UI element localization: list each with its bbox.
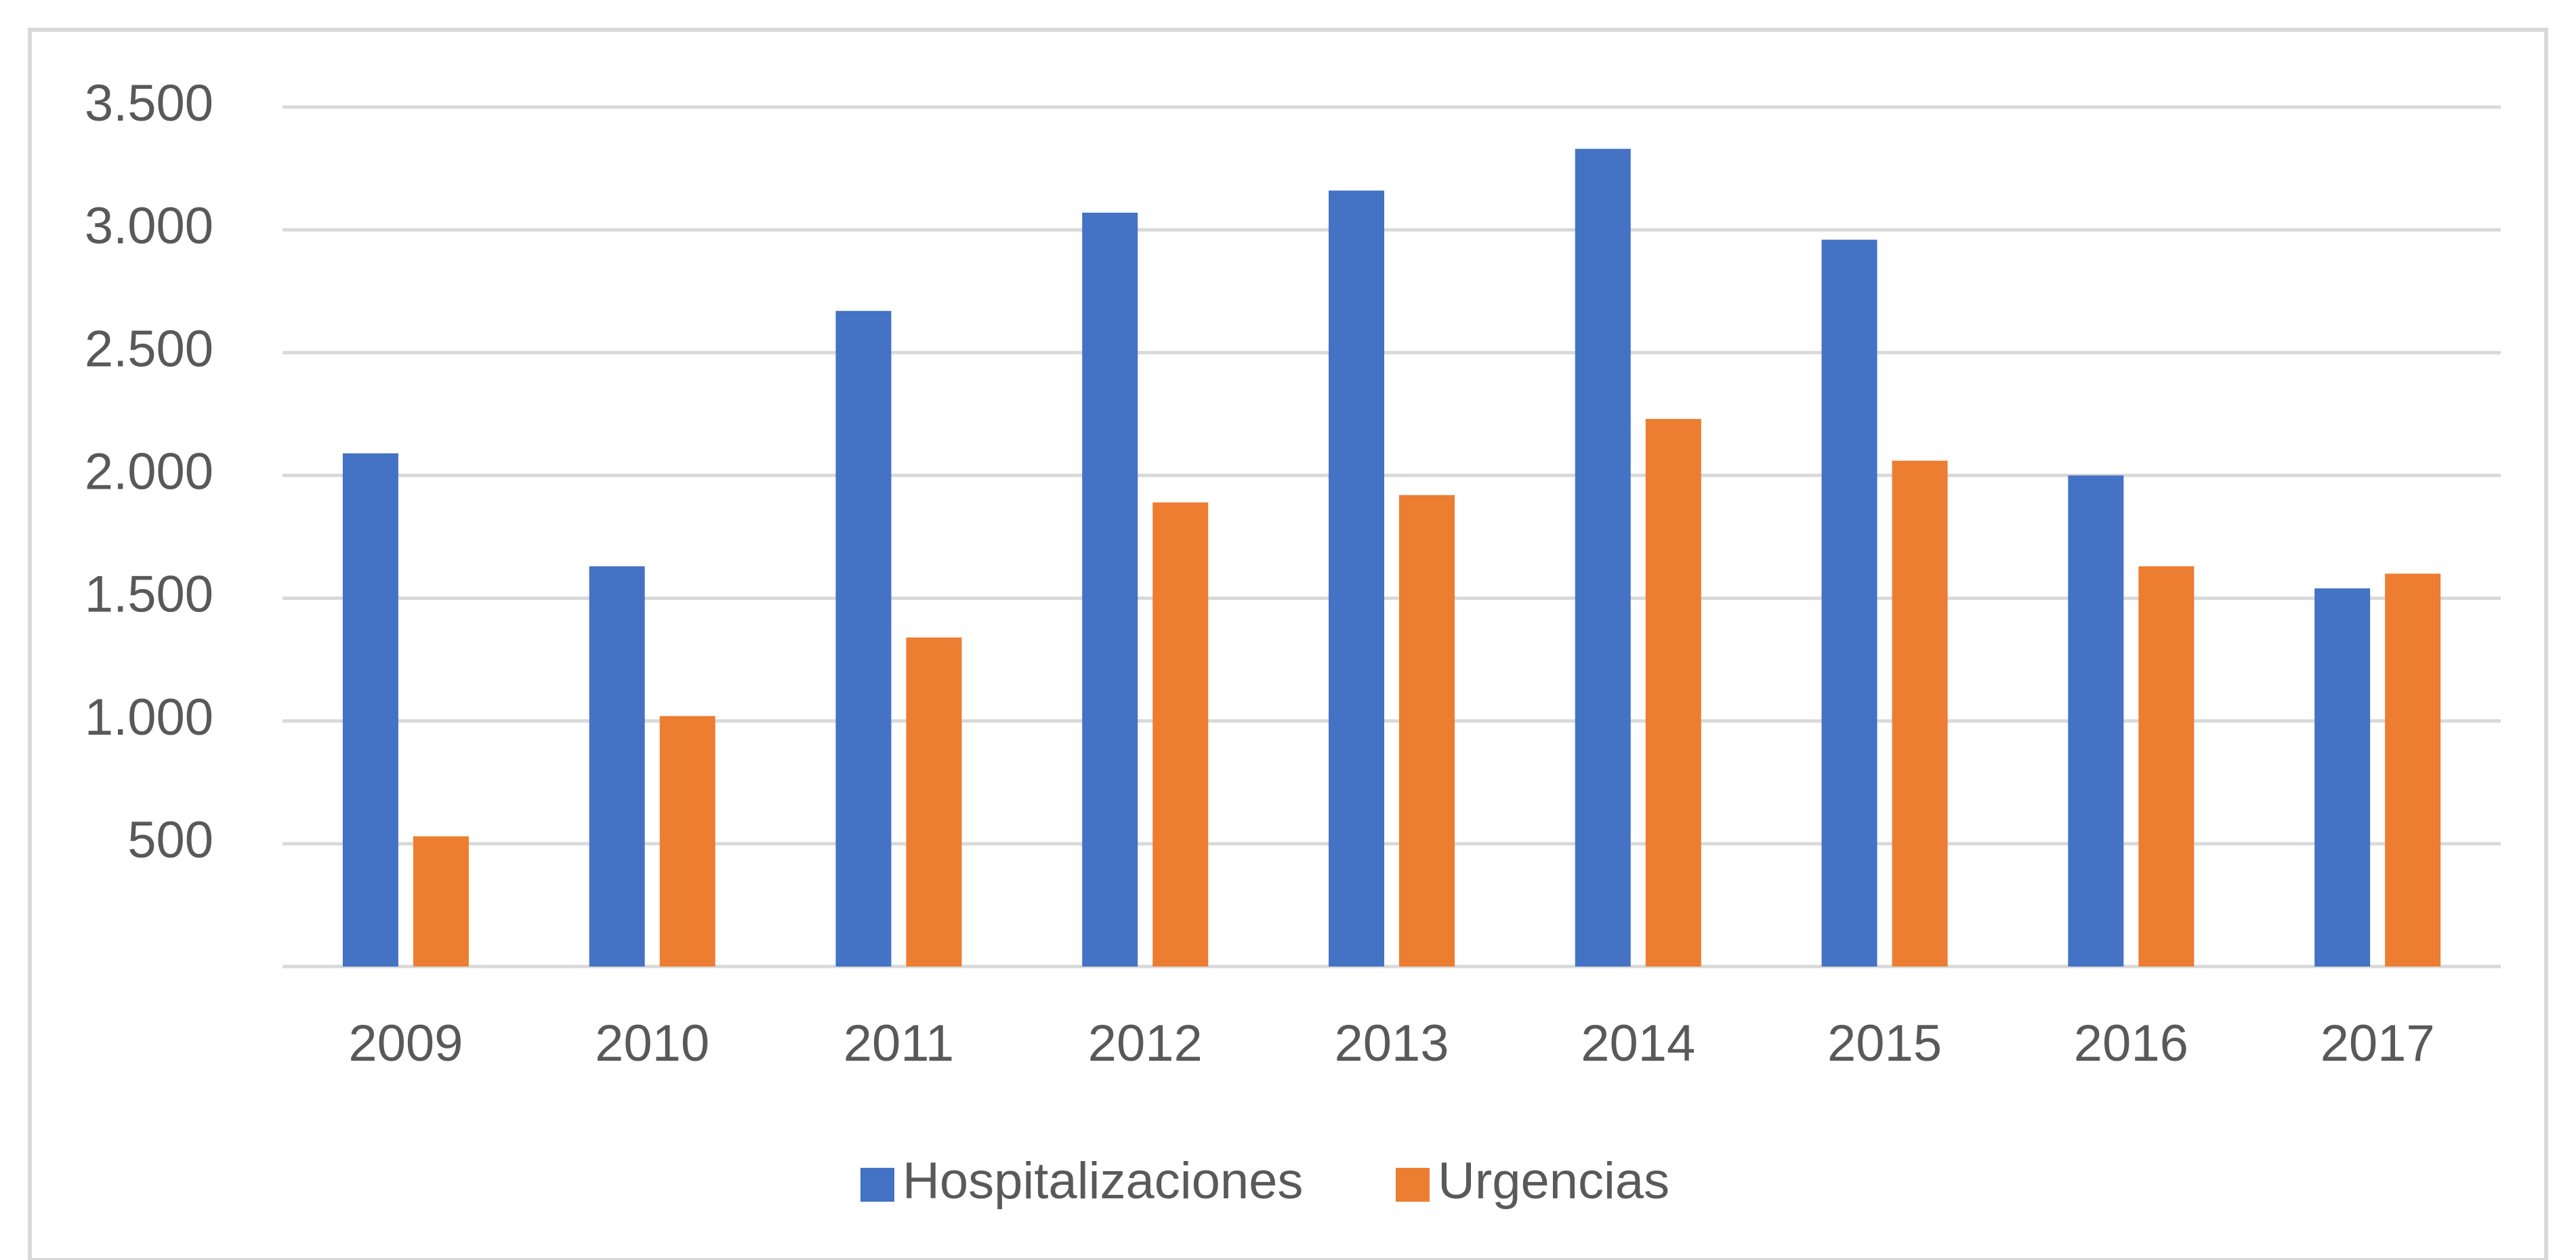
- bar: [2138, 566, 2195, 967]
- bar: [1152, 502, 1209, 967]
- bar: [2068, 475, 2124, 967]
- y-tick-label: 3.000: [85, 197, 213, 255]
- legend-label: Urgencias: [1438, 1152, 1669, 1210]
- chart-frame: [28, 28, 2548, 1260]
- bar: [2385, 573, 2441, 967]
- y-tick-label: 1.500: [85, 566, 213, 624]
- y-tick-label: 3.500: [85, 75, 213, 132]
- bar: [835, 310, 892, 967]
- x-tick-label: 2017: [2321, 1015, 2435, 1072]
- bar: [1892, 460, 1948, 967]
- y-tick-label: 2.500: [85, 320, 213, 378]
- legend-label: Hospitalizaciones: [902, 1152, 1303, 1210]
- bar: [906, 637, 962, 967]
- bar: [1082, 212, 1138, 967]
- bar: [1575, 148, 1631, 967]
- y-tick-label: 2.000: [85, 443, 213, 501]
- x-tick-label: 2015: [1827, 1015, 1942, 1072]
- x-tick-label: 2014: [1581, 1015, 1695, 1072]
- bar: [589, 566, 645, 967]
- bar: [1645, 419, 1701, 967]
- bar: [659, 716, 715, 967]
- y-tick-label: 1.000: [85, 689, 213, 746]
- bar: [1329, 190, 1384, 967]
- legend-swatch: [1396, 1168, 1430, 1202]
- x-tick-label: 2011: [844, 1015, 954, 1072]
- bar: [2314, 588, 2371, 967]
- x-tick-label: 2012: [1088, 1015, 1203, 1072]
- bar: [1399, 495, 1455, 967]
- x-tick-label: 2016: [2074, 1015, 2188, 1072]
- bar: [1821, 239, 1877, 967]
- legend-swatch: [860, 1168, 894, 1202]
- x-tick-label: 2010: [595, 1015, 709, 1072]
- y-tick-label: 500: [127, 811, 213, 869]
- x-tick-label: 2013: [1334, 1015, 1449, 1072]
- bar: [413, 836, 469, 967]
- bar: [342, 453, 398, 967]
- x-tick-label: 2009: [348, 1015, 463, 1072]
